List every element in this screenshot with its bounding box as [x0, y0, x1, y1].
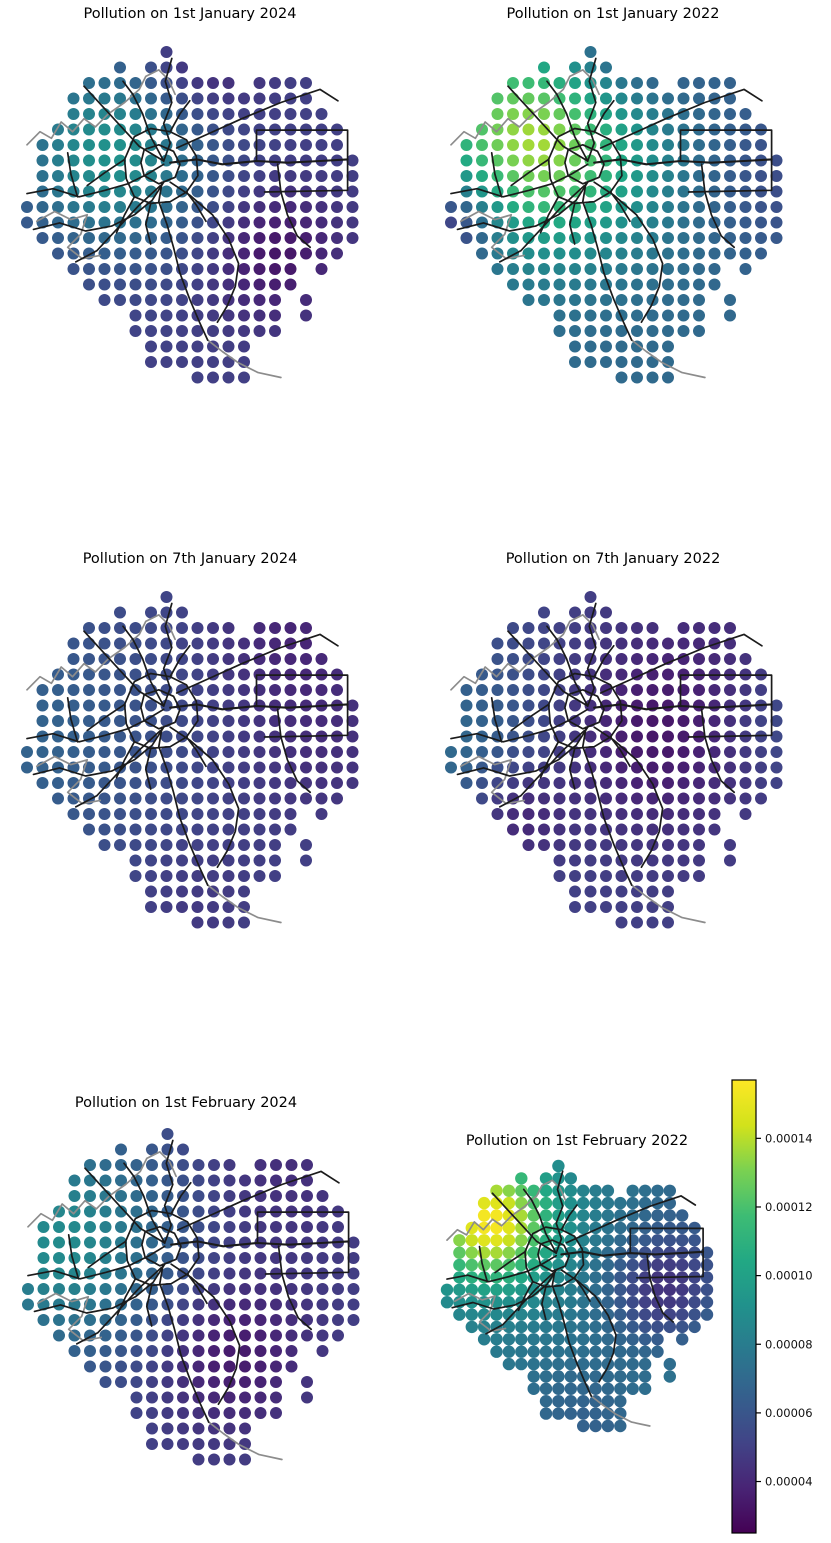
- colorbar-tick-label: 0.00004: [765, 1475, 813, 1489]
- map-canvas-2022-01-07: [445, 591, 783, 929]
- river-boundary-layer: [450, 69, 706, 379]
- colorbar-tick-label: 0.00006: [765, 1406, 813, 1420]
- subplot-title-2022-01-01: Pollution on 1st January 2022: [506, 6, 720, 22]
- roads-layer: [450, 57, 773, 341]
- roads-layer: [27, 1139, 350, 1423]
- pollution-dots-layer: [445, 46, 783, 384]
- pollution-dots-layer: [440, 1159, 714, 1433]
- colorbar-tick-label: 0.00010: [765, 1269, 813, 1283]
- map-canvas-2022-01-01: [445, 46, 783, 384]
- map-canvas-2024-02-01: [22, 1128, 360, 1466]
- roads-layer: [446, 1170, 705, 1397]
- subplot-title-2024-01-01: Pollution on 1st January 2024: [83, 6, 297, 22]
- pollution-dots-layer: [22, 1128, 360, 1466]
- roads-layer: [26, 57, 349, 341]
- pollution-dots-layer: [445, 591, 783, 929]
- roads-layer: [26, 602, 349, 886]
- river-boundary-layer: [27, 1151, 283, 1461]
- colorbar-tick-label: 0.00014: [765, 1131, 813, 1145]
- roads-layer: [450, 602, 773, 886]
- colorbar-tick-label: 0.00008: [765, 1337, 813, 1351]
- river-boundary-layer: [26, 614, 282, 924]
- pollution-dots-layer: [21, 46, 359, 384]
- colorbar: 0.00014 0.00012 0.00010 0.00008 0.00006 0.000…: [731, 1079, 813, 1534]
- subplot-title-2024-01-07: Pollution on 7th January 2024: [82, 551, 298, 567]
- colorbar-tick-label: 0.00012: [765, 1200, 813, 1214]
- map-canvas-2022-02-01: [440, 1159, 714, 1433]
- river-boundary-layer: [26, 69, 282, 379]
- colorbar-gradient: [731, 1079, 757, 1534]
- subplot-title-2022-02-01: Pollution on 1st February 2022: [465, 1133, 689, 1149]
- river-boundary-layer: [450, 614, 706, 924]
- map-canvas-2024-01-01: [21, 46, 359, 384]
- map-canvas-2024-01-07: [21, 591, 359, 929]
- colorbar-ticks: 0.00014 0.00012 0.00010 0.00008 0.00006 0.000…: [756, 1131, 813, 1489]
- river-boundary-layer: [446, 1179, 651, 1427]
- subplot-title-2022-01-07: Pollution on 7th January 2022: [505, 551, 721, 567]
- pollution-dots-layer: [21, 591, 359, 929]
- subplot-title-2024-02-01: Pollution on 1st February 2024: [74, 1095, 298, 1111]
